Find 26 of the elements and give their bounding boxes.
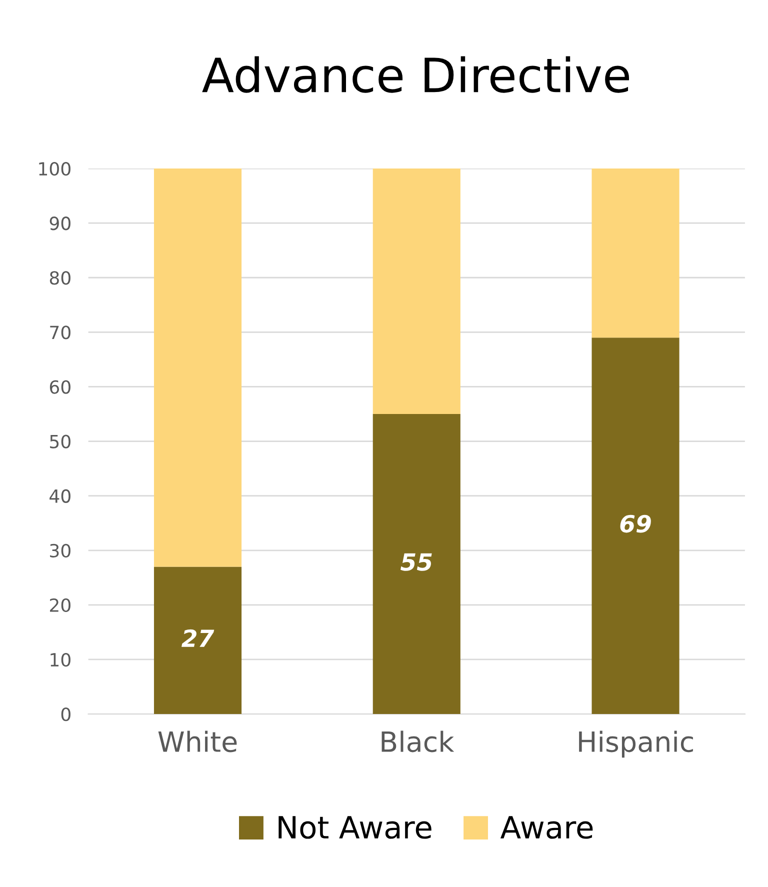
- y-tick-label: 90: [50, 216, 70, 230]
- legend-label: Not Aware: [278, 816, 432, 839]
- data-label: 27: [182, 629, 214, 647]
- y-tick-label: 50: [50, 434, 70, 448]
- bar: [372, 414, 460, 714]
- y-tick-label: 20: [50, 598, 70, 612]
- y-tick-label: 60: [50, 380, 70, 394]
- bar: [154, 566, 242, 714]
- chart-title: Advance Directive: [202, 56, 630, 93]
- legend-label: Aware: [500, 816, 593, 839]
- x-tick-label: White: [158, 730, 237, 752]
- bar: [592, 168, 680, 338]
- y-tick-label: 70: [50, 326, 70, 340]
- x-tick-label: Black: [382, 730, 454, 752]
- bar: [592, 338, 680, 714]
- data-label: 69: [620, 514, 651, 533]
- y-tick-label: 100: [39, 162, 70, 176]
- y-tick-label: 80: [50, 271, 70, 285]
- y-tick-label: 30: [50, 544, 70, 558]
- y-tick-label: 10: [50, 652, 70, 667]
- bar: [154, 168, 242, 567]
- data-label: 55: [400, 553, 432, 571]
- bar: [372, 168, 460, 414]
- y-tick-label: 0: [61, 707, 70, 722]
- y-tick-label: 40: [50, 489, 70, 503]
- x-tick-label: Hispanic: [579, 730, 693, 758]
